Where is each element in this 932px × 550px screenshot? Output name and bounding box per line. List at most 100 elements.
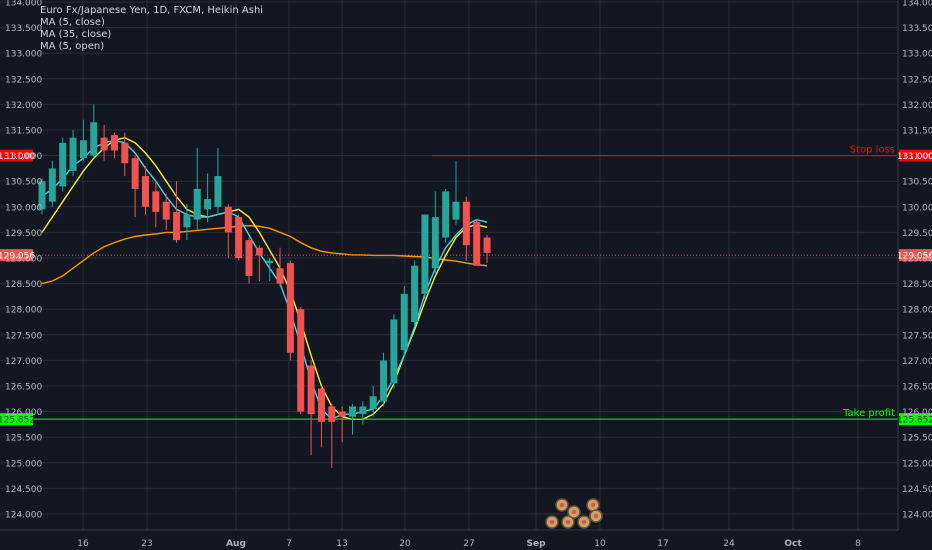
emblem-dot [581, 519, 587, 525]
candle-body[interactable] [100, 137, 108, 151]
left-price-tick-label: 128.000 [5, 306, 42, 316]
emblem-dot [549, 519, 555, 525]
left-price-tick-label: 132.000 [5, 101, 42, 111]
candle-body[interactable] [421, 214, 429, 294]
stop-loss-text: Stop loss [850, 145, 895, 156]
candle-body[interactable] [317, 388, 325, 422]
right-price-tick-label: 124.000 [902, 511, 932, 521]
candle-body[interactable] [452, 201, 460, 220]
candle-body[interactable] [431, 217, 439, 269]
left-price-tick-label: 129.000 [5, 255, 42, 265]
time-axis[interactable]: 16 23 Aug 7 13 20 27 Sep 10 17 24 Oct 8 [0, 529, 898, 549]
time-tick-label: 16 [77, 539, 89, 549]
left-price-tick-label: 131.500 [5, 127, 42, 137]
time-tick-label: 20 [399, 539, 411, 549]
candle-body[interactable] [59, 142, 67, 187]
candle-body[interactable] [328, 406, 336, 422]
right-price-tick-label: 130.500 [902, 178, 932, 188]
stop-loss-left-badge [0, 149, 33, 162]
candle-body[interactable] [349, 406, 356, 417]
candle-body[interactable] [276, 268, 284, 284]
candle-body[interactable] [162, 201, 170, 220]
candle-body[interactable] [442, 191, 450, 238]
candle-body[interactable] [462, 201, 470, 246]
legend-ma-open[interactable]: MA (5, open) [40, 41, 105, 52]
right-price-tick-label: 133.000 [902, 50, 932, 60]
time-tick-label: 13 [336, 539, 347, 549]
current-price-right-badge-text: 129.056 [897, 252, 932, 262]
take-profit-left-badge-text: 125.852 [0, 416, 35, 426]
candle-body[interactable] [400, 293, 408, 351]
candle-body[interactable] [266, 260, 274, 264]
candle-body[interactable] [193, 188, 201, 220]
candle-body[interactable] [48, 168, 56, 202]
price-axis[interactable]: 134.000 134.000 133.500 133.500 133.000 133.0… [5, 0, 932, 530]
candle-body[interactable] [131, 158, 139, 189]
candle-body[interactable] [224, 206, 232, 233]
time-tick-label: 10 [594, 539, 606, 549]
tradingview-watermark-icon [545, 498, 603, 529]
right-price-tick-label: 125.000 [902, 459, 932, 469]
emblem-dot [565, 519, 571, 525]
left-price-tick-label: 124.000 [5, 511, 42, 521]
candle-body[interactable] [235, 217, 243, 258]
candle-body[interactable] [411, 265, 419, 322]
candle-body[interactable] [369, 396, 377, 410]
emblem-dot [559, 502, 565, 508]
candle-body[interactable] [307, 365, 315, 415]
emblem-dot [593, 513, 599, 519]
left-price-tick-label: 129.500 [5, 229, 42, 239]
left-price-tick-label: 125.000 [5, 459, 42, 469]
right-price-tick-label: 131.000 [902, 152, 932, 162]
left-price-tick-label: 133.000 [5, 50, 42, 60]
candle-body[interactable] [390, 319, 398, 384]
candle-body[interactable] [204, 199, 212, 210]
candle-body[interactable] [69, 137, 77, 171]
left-price-tick-label: 130.000 [5, 203, 42, 213]
candle-body[interactable] [245, 240, 253, 276]
candle-body[interactable] [286, 263, 294, 353]
candlestick-series [38, 104, 491, 468]
time-tick-label: 17 [657, 539, 668, 549]
candle-body[interactable] [380, 360, 388, 402]
left-price-tick-label: 134.000 [5, 0, 42, 9]
stop-loss-right-badge-text: 131.000 [897, 152, 932, 162]
left-price-tick-label: 127.000 [5, 357, 42, 367]
candle-body[interactable] [473, 222, 481, 266]
legend-ma-slow[interactable]: MA (35, close) [40, 29, 112, 40]
candle-body[interactable] [90, 122, 98, 156]
candle-body[interactable] [297, 309, 305, 412]
take-profit-right-badge [899, 413, 932, 426]
legend-ma-fast[interactable]: MA (5, close) [40, 17, 105, 28]
candle-body[interactable] [338, 411, 346, 417]
current-price-left-badge [0, 249, 33, 262]
candle-body[interactable] [173, 211, 181, 241]
candle-body[interactable] [79, 140, 87, 159]
left-price-tick-label: 131.000 [5, 152, 42, 162]
time-tick-label: 23 [141, 539, 152, 549]
ma-slow-line [41, 224, 488, 285]
candle-body[interactable] [359, 406, 367, 415]
left-price-tick-label: 127.500 [5, 331, 42, 341]
right-price-tick-label: 127.500 [902, 331, 932, 341]
candle-body[interactable] [183, 214, 191, 228]
right-price-tick-label: 132.500 [902, 75, 932, 85]
candle-body[interactable] [214, 176, 222, 207]
right-price-tick-label: 126.000 [902, 408, 932, 418]
candle-body[interactable] [483, 237, 491, 253]
candle-body[interactable] [152, 191, 160, 212]
time-tick-label: 7 [286, 539, 292, 549]
right-price-tick-label: 133.500 [902, 24, 932, 34]
candle-body[interactable] [121, 142, 129, 164]
left-price-tick-label: 132.500 [5, 75, 42, 85]
candle-body[interactable] [38, 181, 46, 210]
take-profit-left-badge [0, 413, 33, 426]
candle-body[interactable] [142, 176, 149, 207]
candle-body[interactable] [110, 135, 118, 151]
candle-body[interactable] [255, 247, 263, 256]
legend-symbol-title[interactable]: Euro Fx/Japanese Yen, 1D, FXCM, Heikin A… [40, 5, 264, 16]
time-tick-label: Oct [784, 539, 802, 549]
chart-legend: Euro Fx/Japanese Yen, 1D, FXCM, Heikin A… [40, 5, 263, 53]
